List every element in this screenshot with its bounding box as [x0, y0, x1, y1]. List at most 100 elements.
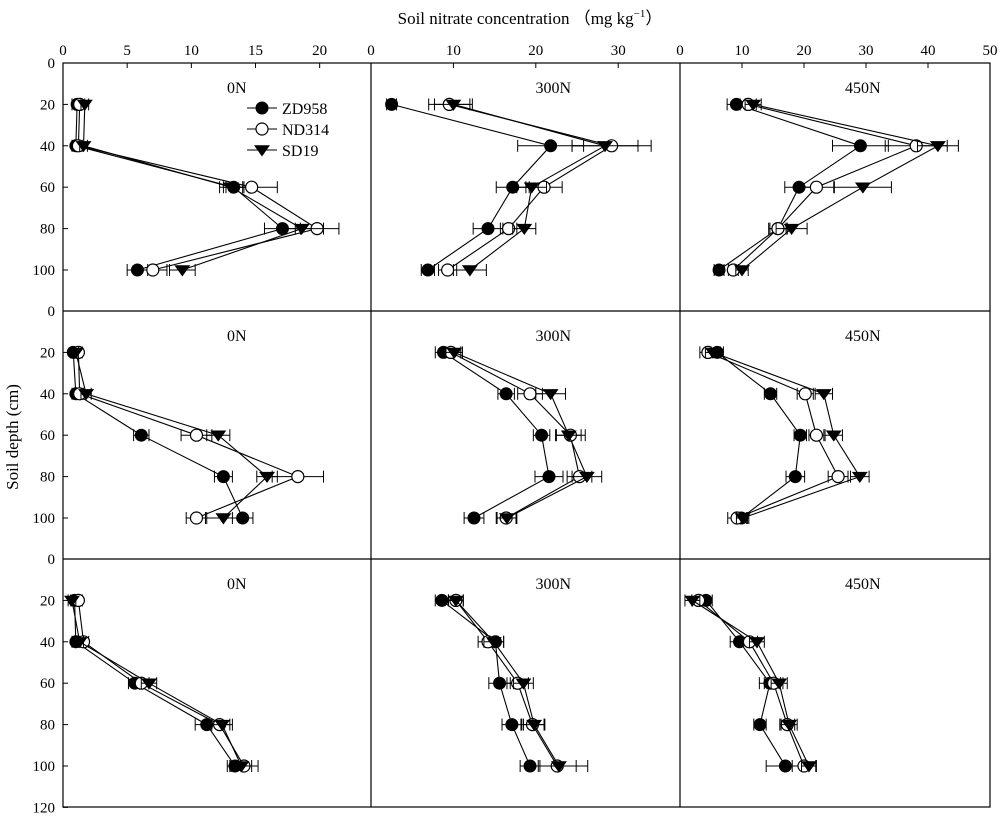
panel-2-0: 0N	[64, 576, 259, 773]
data-point-SD19	[815, 389, 832, 401]
data-point-ZD958	[493, 676, 507, 690]
data-point-SD19	[215, 513, 232, 525]
data-point-ZD958	[467, 511, 481, 525]
data-point-ND314	[441, 263, 455, 277]
data-point-ZD958	[535, 428, 549, 442]
data-point-SD19	[485, 637, 502, 649]
data-point-SD19	[446, 347, 463, 359]
data-point-ND314	[523, 387, 537, 401]
data-point-ND314	[189, 511, 204, 525]
series-SD19	[433, 98, 639, 277]
series-ND314	[71, 345, 325, 525]
legend-label: ND314	[282, 122, 329, 139]
y-tick-label: 40	[40, 387, 55, 403]
x-tick-label: 20	[797, 43, 812, 59]
data-point-ND314	[146, 263, 160, 277]
y-tick-label: 80	[40, 718, 55, 734]
y-axis-title: Soil depth (cm)	[3, 384, 22, 490]
data-point-SD19	[825, 430, 842, 442]
data-point-ZD958	[793, 428, 807, 442]
series-ZD958	[434, 345, 564, 525]
data-point-SD19	[64, 595, 80, 607]
data-point-SD19	[854, 182, 871, 194]
y-tick-label: 20	[40, 593, 55, 609]
y-tick-label: 120	[33, 800, 56, 816]
data-point-SD19	[783, 223, 800, 236]
panel-label: 300N	[536, 328, 572, 345]
data-point-SD19	[578, 471, 595, 484]
series-line-SD19	[75, 352, 268, 519]
data-point-SD19	[210, 430, 227, 442]
y-tick-label: 60	[40, 180, 55, 196]
data-point-ZD958	[542, 470, 556, 484]
panel-label: 0N	[227, 576, 247, 593]
y-tick-label: 40	[40, 635, 55, 651]
x-tick-label: 5	[123, 43, 131, 59]
x-tick-label: 0	[676, 43, 684, 59]
panel-1-2: 450N	[699, 328, 881, 525]
y-tick-label: 0	[48, 56, 56, 72]
series-SD19	[734, 98, 959, 277]
data-point-SD19	[214, 719, 231, 732]
series-ND314	[71, 593, 259, 773]
x-tick-label: 20	[528, 43, 543, 59]
panel-label: 0N	[227, 80, 247, 97]
data-point-ZD958	[853, 139, 867, 153]
x-axis-title: Soil nitrate concentration （mg kg−1）	[398, 8, 663, 28]
legend-marker-SD19	[254, 145, 270, 157]
x-tick-label: 20	[312, 43, 327, 59]
data-point-ZD958	[712, 263, 726, 277]
data-point-ZD958	[764, 387, 778, 401]
data-point-ND314	[189, 428, 204, 442]
data-point-SD19	[851, 471, 868, 484]
series-SD19	[75, 98, 325, 277]
data-point-ND314	[245, 180, 259, 194]
legend-item-ND314: ND314	[247, 122, 329, 139]
y-tick-label: 80	[40, 470, 55, 486]
y-tick-label: 100	[33, 511, 56, 527]
x-tick-label: 0	[59, 43, 67, 59]
x-tick-label: 10	[184, 43, 199, 59]
data-point-SD19	[223, 182, 240, 194]
x-tick-label: 30	[611, 43, 626, 59]
y-tick-label: 80	[40, 222, 55, 238]
series-line-ND314	[698, 599, 805, 767]
panel-label: 450N	[845, 576, 881, 593]
chart-axes: 0 5 10 15 20 10 20 300 10 20 30 40 50002040608010002…	[33, 43, 998, 816]
data-point-ND314	[809, 180, 824, 194]
data-point-ZD958	[385, 97, 399, 111]
data-point-SD19	[734, 513, 751, 525]
series-SD19	[684, 594, 817, 773]
panel-2-2: 450N	[684, 576, 881, 773]
chart-legend: ZD958 ND314 SD19	[247, 101, 329, 160]
data-point-SD19	[929, 141, 946, 153]
series-SD19	[704, 346, 870, 525]
data-point-SD19	[75, 141, 92, 153]
data-point-SD19	[516, 223, 533, 236]
data-point-ZD958	[435, 593, 449, 607]
data-point-SD19	[259, 471, 276, 484]
x-axis-title-main: Soil nitrate concentration （mg kg	[398, 9, 635, 28]
x-tick-label: 10	[446, 43, 461, 59]
panel-label: 300N	[536, 80, 572, 97]
data-point-SD19	[141, 678, 157, 690]
legend-item-ZD958: ZD958	[247, 101, 327, 118]
data-point-ZD958	[421, 263, 435, 277]
panel-0-1: 300N	[385, 80, 652, 277]
series-ZD958	[385, 97, 585, 277]
series-SD19	[445, 346, 603, 525]
data-point-ZD958	[499, 387, 513, 401]
panel-1-1: 300N	[434, 328, 603, 525]
data-point-SD19	[515, 678, 532, 690]
data-point-ZD958	[788, 470, 802, 484]
x-axis-title-close: ）	[645, 9, 662, 28]
series-line-ZD958	[716, 351, 801, 519]
x-tick-label: 50	[983, 43, 998, 59]
data-point-SD19	[174, 265, 191, 277]
data-point-SD19	[748, 637, 765, 649]
data-point-SD19	[445, 99, 462, 111]
y-tick-label: 0	[48, 552, 56, 568]
data-point-ND314	[291, 470, 305, 484]
x-tick-label: 40	[921, 43, 936, 59]
